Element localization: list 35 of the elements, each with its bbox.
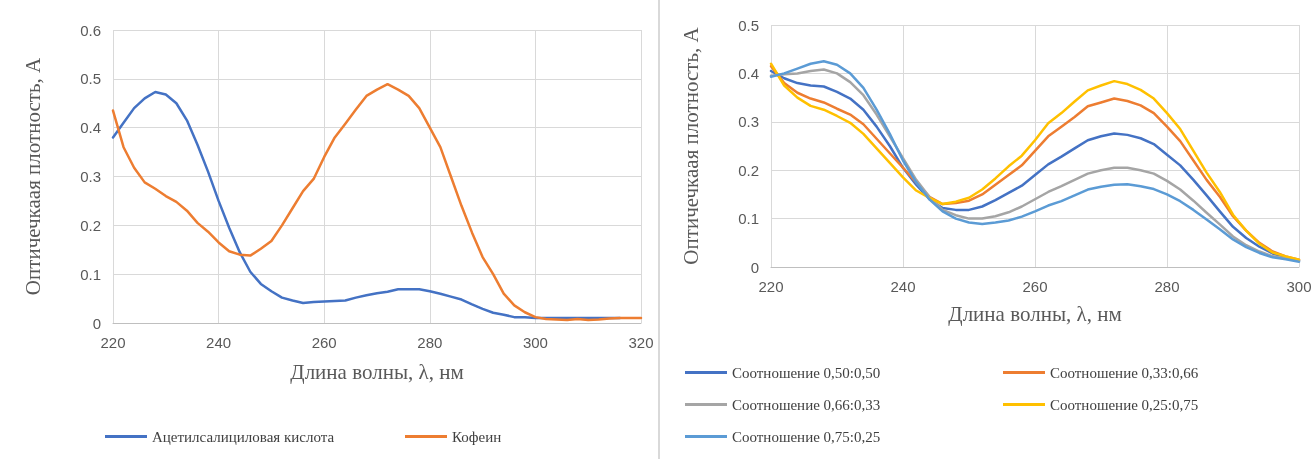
y-tick-label: 0.1 [738, 210, 759, 228]
x-tick-label: 320 [628, 334, 654, 351]
x-tick-label: 300 [522, 334, 548, 351]
x-tick-label: 240 [890, 278, 916, 295]
legend-label: Соотношение 0,25:0,75 [1050, 396, 1199, 413]
x-axis-title: Длина волны, λ, нм [948, 301, 1122, 326]
y-tick-label: 0.4 [738, 64, 759, 82]
x-tick-label: 260 [1022, 278, 1048, 295]
legend-label: Соотношение 0,75:0,25 [732, 428, 881, 445]
y-axis-title: Оптичечкаая плотность, А [678, 26, 703, 265]
x-tick-label: 240 [206, 334, 232, 351]
y-tick-label: 0.6 [80, 21, 101, 39]
y-tick-label: 0.3 [738, 113, 759, 131]
x-tick-label: 300 [1286, 278, 1312, 295]
y-tick-label: 0 [92, 314, 101, 332]
legend-label: Соотношение 0,66:0,33 [732, 396, 881, 413]
x-tick-label: 280 [1154, 278, 1180, 295]
x-tick-label: 220 [100, 334, 126, 351]
legend-label: Соотношение 0,33:0,66 [1050, 364, 1199, 381]
y-tick-label: 0.1 [80, 265, 101, 283]
legend-label: Кофеин [452, 428, 502, 445]
legend-label: Соотношение 0,50:0,50 [732, 364, 881, 381]
x-axis-title: Длина волны, λ, нм [290, 359, 464, 384]
y-tick-label: 0.2 [80, 216, 101, 234]
y-tick-label: 0.4 [80, 119, 101, 137]
y-tick-label: 0 [750, 258, 759, 276]
x-tick-label: 260 [311, 334, 337, 351]
y-tick-label: 0.5 [80, 70, 101, 88]
y-tick-label: 0.3 [80, 168, 101, 185]
y-tick-label: 0.2 [738, 161, 759, 179]
x-tick-label: 220 [758, 278, 784, 295]
x-tick-label: 280 [417, 334, 443, 351]
y-axis-title: Оптичечкаая плотность, А [20, 57, 45, 296]
y-tick-label: 0.5 [738, 16, 759, 34]
legend-label: Ацетилсалициловая кислота [152, 428, 335, 445]
